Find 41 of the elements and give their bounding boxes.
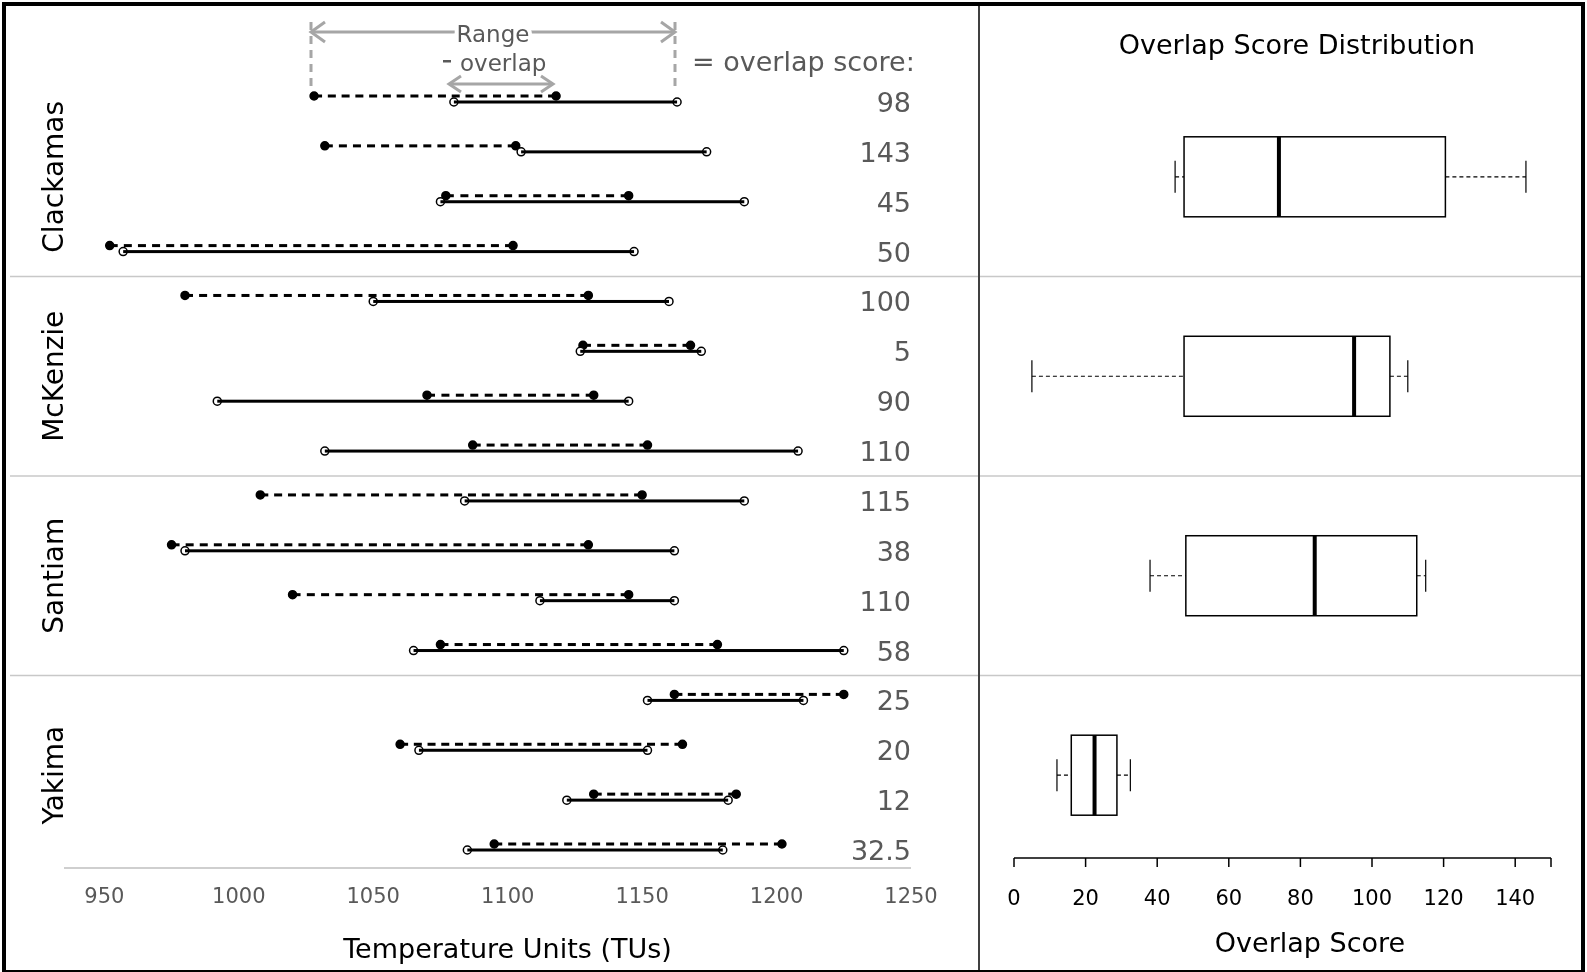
annotation: 110 [859, 585, 911, 617]
annotation: 143 [859, 136, 911, 168]
x-tick-label: 1150 [615, 884, 669, 908]
annotation: 58 [876, 635, 911, 667]
x-tick-label: 100 [1351, 886, 1393, 910]
x-tick-label: 1050 [346, 884, 400, 908]
x-axis-title: Temperature Units (TUs) [342, 933, 672, 964]
annotation: 90 [876, 386, 911, 418]
annotation: 100 [859, 286, 911, 318]
x-tick-label: 950 [84, 884, 125, 908]
x-axis-title: Overlap Score [1214, 927, 1406, 958]
x-tick-label: 120 [1423, 886, 1464, 910]
annotation: 12 [876, 785, 911, 817]
x-tick-label: 140 [1495, 886, 1536, 910]
x-tick-label: 20 [1072, 886, 1099, 910]
annotation: 98 [876, 87, 911, 118]
x-tick-label: 60 [1215, 886, 1243, 910]
text: = overlap score: [692, 46, 915, 77]
annotation: 110 [859, 436, 911, 468]
text: overlap [460, 50, 547, 76]
annotation: 50 [876, 236, 911, 268]
annotation: 25 [876, 685, 911, 717]
x-tick-label: 1100 [480, 884, 535, 908]
text: Range [456, 21, 530, 47]
annotation: 115 [859, 485, 911, 517]
annotation: 38 [876, 535, 911, 567]
y-tick-label: Clackamas [36, 100, 70, 253]
x-tick-label: 40 [1143, 886, 1171, 910]
chart-title: Overlap Score Distribution [1118, 29, 1476, 60]
x-tick-label: 1250 [884, 884, 938, 908]
y-tick-label: McKenzie [36, 310, 70, 442]
y-tick-label: Santiam [36, 517, 70, 634]
annotation: 45 [876, 186, 911, 218]
annotation: 5 [893, 336, 911, 368]
x-tick-label: 1000 [212, 884, 266, 908]
annotation: 20 [876, 735, 911, 767]
annotation: 32.5 [850, 835, 911, 866]
x-tick-label: 0 [1007, 886, 1021, 910]
x-tick-label: 80 [1287, 886, 1314, 910]
x-tick-label: 1200 [749, 884, 804, 908]
y-tick-label: Yakima [36, 725, 70, 826]
